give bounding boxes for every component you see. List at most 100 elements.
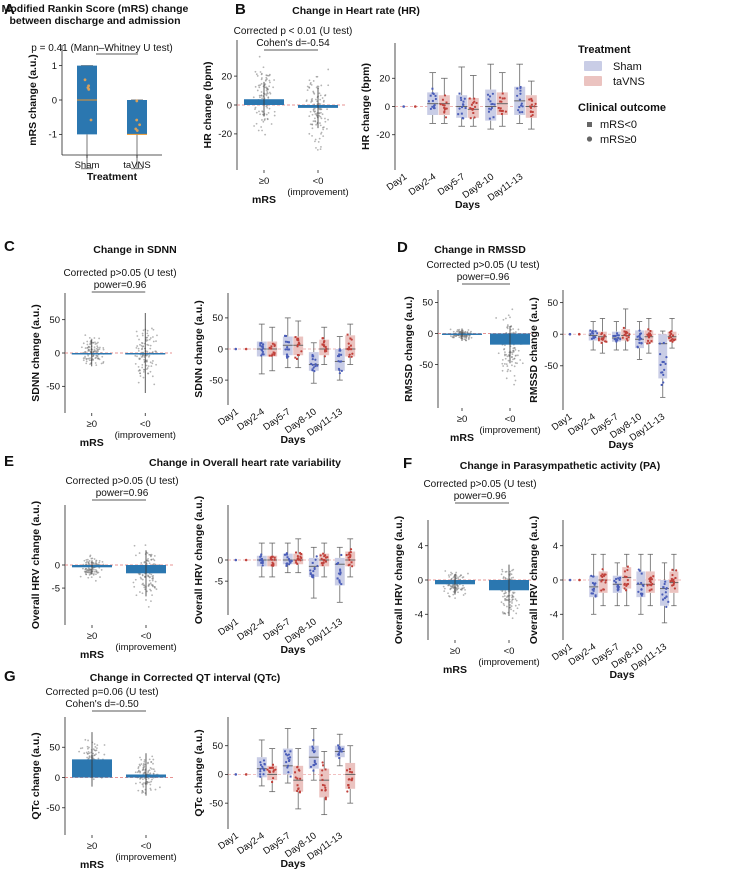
C2-data-point: [316, 364, 319, 367]
E2-data-point: [348, 551, 351, 554]
C1-jitter-point: [141, 334, 144, 337]
B1-jitter-point: [315, 146, 317, 149]
D2-data-point: [601, 338, 604, 341]
B1-jitter-point: [265, 76, 268, 79]
D1-jitter-point: [509, 316, 511, 319]
B2-data-point: [441, 103, 444, 106]
D2-data-point: [616, 336, 620, 340]
F1-jitter-point: [506, 605, 508, 608]
annotation-F1: Corrected p>0.05 (U test): [423, 479, 536, 490]
D1-jitter-point: [452, 336, 454, 339]
E2-x-tick-label: Day2-4: [235, 616, 266, 643]
B2-data-point: [441, 98, 444, 101]
F1-jitter-point: [452, 593, 455, 596]
B1-jitter-point: [309, 110, 312, 113]
D1-jitter-point: [505, 353, 508, 356]
C2-data-point: [271, 342, 274, 345]
B1-jitter-point: [265, 89, 268, 92]
E2-data-point: [269, 557, 272, 560]
panel-letter-A: A: [4, 1, 15, 18]
E2-data-point: [295, 561, 298, 564]
D2-data-point: [670, 339, 673, 342]
C1-jitter-point: [146, 329, 149, 332]
B2-ylabel: HR change (bpm): [360, 63, 372, 150]
G1-jitter-point: [87, 747, 89, 750]
B1-jitter-point: [255, 111, 258, 114]
C2-y-tick-label: -50: [209, 375, 223, 386]
E2-data-point: [260, 553, 263, 556]
C1-jitter-point: [96, 345, 99, 348]
C2-data-point: [297, 341, 300, 344]
F2-data-point: [673, 587, 676, 590]
G1-jitter-point: [149, 767, 152, 769]
B1-jitter-point: [317, 141, 320, 143]
legend-sham-swatch: [584, 61, 602, 71]
F1-jitter-point: [511, 569, 513, 572]
G1-jitter-point: [141, 778, 144, 781]
C2-data-point: [310, 362, 313, 365]
E2-data-point: [350, 561, 353, 564]
E1-jitter-point: [89, 572, 92, 575]
E1-jitter-point: [151, 585, 154, 588]
D2-data-point: [662, 381, 665, 384]
B1-jitter-point: [260, 73, 263, 76]
D2-data-point: [596, 332, 599, 335]
C1-jitter-point: [142, 329, 145, 332]
B1-y-tick-label: 0: [227, 100, 232, 111]
F2-xlabel: Days: [609, 669, 634, 681]
F1-jitter-point: [500, 601, 503, 604]
D1-jitter-point: [464, 335, 467, 338]
D1-jitter-point: [506, 324, 509, 326]
B1-jitter-point: [273, 79, 276, 81]
annotation-D1: Corrected p>0.05 (U test): [426, 260, 539, 271]
G2-data-point: [323, 784, 326, 787]
G2-data-point: [313, 764, 316, 767]
C1-jitter-point: [150, 365, 153, 368]
panel-C1: C Change in SDNN Corrected p>0.05 (U test)…: [4, 238, 177, 449]
G2-data-point: [271, 766, 274, 769]
C2-data-point: [298, 342, 301, 345]
C1-jitter-point: [88, 349, 91, 351]
G2-data-point: [259, 761, 262, 764]
D1-y-tick-label: 50: [422, 298, 433, 309]
C2-data-point: [347, 355, 351, 358]
D2-data-point: [603, 334, 606, 337]
D2-data-point: [616, 334, 619, 337]
G1-jitter-point: [153, 770, 156, 773]
C1-jitter-point: [102, 346, 105, 349]
B1-jitter-point: [311, 127, 314, 130]
D1-jitter-point: [449, 335, 452, 337]
D2-data-point: [648, 334, 651, 338]
E2-data-point: [347, 564, 350, 567]
F1-jitter-point: [462, 584, 464, 587]
B1-jitter-point: [254, 106, 257, 109]
F1-jitter-point: [456, 588, 459, 591]
F2-data-point: [623, 570, 627, 573]
C1-jitter-point: [149, 370, 152, 373]
E1-jitter-point: [85, 573, 88, 576]
F1-jitter-point: [501, 611, 504, 614]
D2-data-point: [646, 342, 649, 345]
C1-jitter-point: [151, 351, 154, 353]
B2-data-point: [499, 100, 502, 103]
panel-D1: D Change in RMSSD Corrected p>0.05 (U test…: [397, 239, 541, 444]
A-jitter-point: [89, 118, 93, 122]
C1-xlabel: mRS: [80, 437, 104, 449]
G2-data-point: [299, 777, 302, 780]
C1-jitter-point: [100, 362, 103, 365]
C1-jitter-point: [85, 360, 88, 363]
F1-jitter-point: [442, 585, 445, 588]
E2-data-point: [324, 556, 327, 559]
E1-jitter-point: [145, 599, 147, 601]
C2-data-point: [296, 345, 299, 348]
B2-data-point: [460, 98, 463, 102]
E2-data-point: [288, 558, 291, 562]
E1-jitter-point: [147, 557, 149, 560]
D2-data-point: [591, 331, 594, 334]
C2-day1-point: [234, 347, 238, 351]
F2-data-point: [670, 578, 673, 581]
G2-taVNS-box-3-box: [319, 768, 330, 798]
B1-jitter-point: [322, 135, 325, 138]
D1-jitter-point: [504, 351, 506, 354]
